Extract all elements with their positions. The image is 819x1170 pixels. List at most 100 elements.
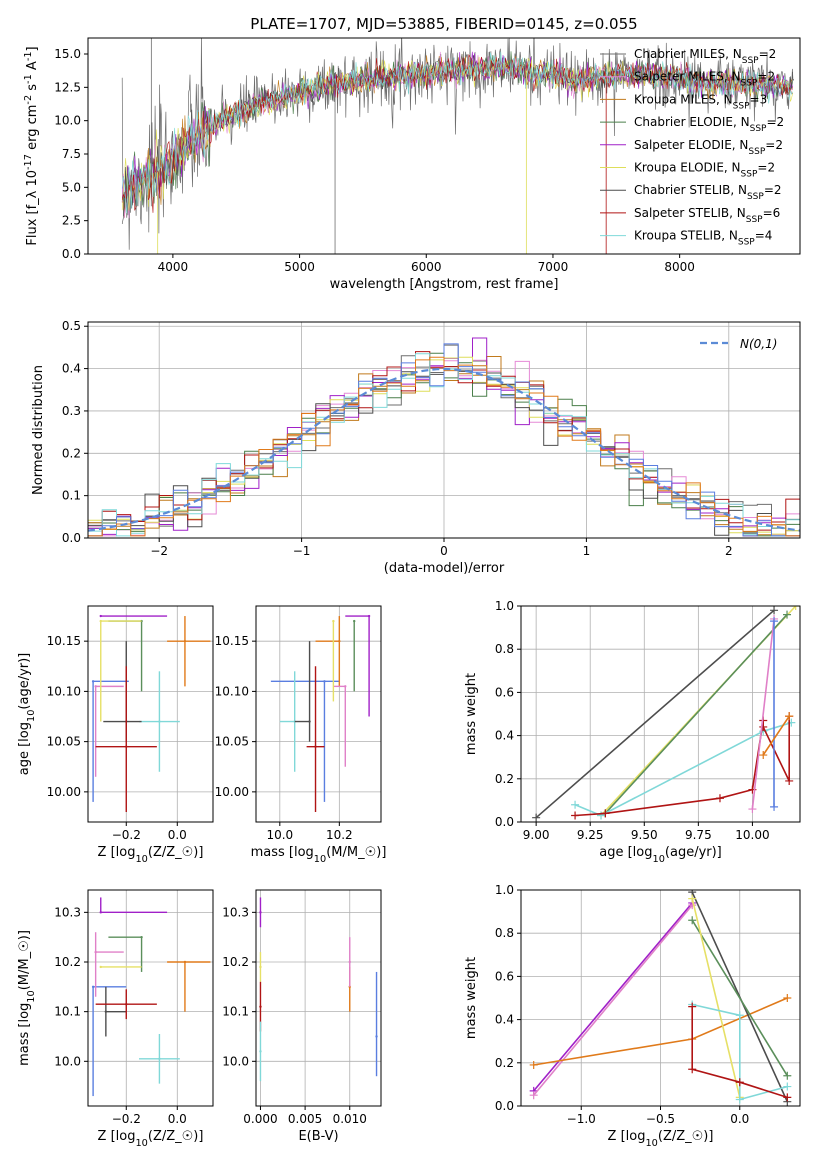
data-point — [353, 619, 356, 623]
weight-line — [751, 618, 775, 810]
weight-marker — [785, 776, 794, 785]
weight-line — [574, 721, 792, 817]
data-point — [183, 960, 187, 964]
data-point — [104, 1010, 108, 1013]
weight-marker — [529, 1091, 538, 1100]
data-point — [91, 985, 95, 989]
x-tick-label: 0.005 — [288, 1112, 322, 1126]
weight-marker — [783, 1071, 792, 1080]
y-tick-label: 10.00 — [215, 785, 249, 799]
x-axis-label: age [log10(age/yr)] — [599, 845, 722, 865]
data-point — [94, 685, 97, 688]
data-point — [183, 639, 187, 643]
data-point — [323, 680, 326, 683]
figure-title: PLATE=1707, MJD=53885, FIBERID=0145, z=0… — [250, 15, 637, 33]
weight-line — [533, 904, 693, 1096]
y-tick-label: 10.15 — [215, 634, 249, 648]
data-point — [332, 619, 335, 623]
spectrum-panel: PLATE=1707, MJD=53885, FIBERID=0145, z=0… — [23, 15, 801, 292]
x-tick-label: 6000 — [411, 260, 442, 274]
x-tick-label: 10.00 — [735, 828, 769, 842]
x-tick-label: 2 — [725, 544, 733, 558]
weight-marker — [770, 802, 779, 811]
y-tick-label: 2.5 — [62, 214, 81, 228]
plot-area — [91, 897, 211, 1097]
y-tick-label: 15.0 — [54, 47, 81, 61]
weight-vs-age-plot: 9.00 9.25 9.50 9.75 10.00 0.0 0.2 0.4 0.6 0.8 1.0 a… — [464, 599, 801, 865]
axes-frame — [255, 605, 382, 823]
weight-marker — [791, 606, 800, 610]
x-axis-label: Z [log10(Z/Z_☉)] — [98, 1129, 204, 1149]
x-tick-label: −1.0 — [567, 1112, 596, 1126]
legend: N(0,1) — [700, 337, 777, 351]
y-axis-label: mass weight — [464, 673, 479, 755]
y-tick-label: 10.0 — [54, 114, 81, 128]
x-tick-label: 9.50 — [631, 828, 658, 842]
weight-line — [691, 898, 741, 1098]
y-axis-label: mass weight — [464, 957, 479, 1039]
weight-marker — [783, 610, 792, 619]
data-point — [99, 911, 102, 914]
x-tick-label: 0.000 — [243, 1112, 277, 1126]
spectrum-plot: 4000 5000 6000 7000 8000 0.0 2.5 5.0 7.5 10.0 12.5… — [23, 37, 801, 292]
legend: Chabrier MILES, NSSP=2 Salpeter MILES, NS… — [600, 47, 784, 248]
weight-marker — [770, 617, 779, 626]
x-tick-label: 9.00 — [523, 828, 550, 842]
data-point — [140, 935, 143, 939]
axes-frame — [87, 37, 801, 255]
x-tick-label: −1 — [293, 544, 311, 558]
plot-area — [121, 38, 795, 254]
weight-line — [762, 715, 790, 756]
mass-vs-ebv-plot: 0.000 0.005 0.010 10.0 10.1 10.2 10.3 E(B-V) — [222, 889, 382, 1144]
y-tick-label: 0.2 — [62, 446, 81, 460]
y-tick-label: 0.2 — [495, 772, 514, 786]
y-tick-label: 10.3 — [54, 905, 81, 919]
legend-label: Chabrier STELIB, NSSP=2 — [634, 183, 782, 202]
y-tick-label: 0.5 — [62, 319, 81, 333]
data-point — [367, 614, 371, 618]
y-tick-label: 10.00 — [47, 785, 81, 799]
y-tick-label: 1.0 — [495, 599, 514, 613]
legend-label: N(0,1) — [740, 337, 777, 351]
y-tick-label: 10.3 — [222, 905, 249, 919]
weight-marker — [748, 805, 757, 814]
data-point — [259, 965, 262, 969]
weight-marker — [735, 1011, 744, 1020]
legend-label: Salpeter STELIB, NSSP=6 — [634, 206, 780, 225]
x-axis-label: mass [log10(M/M_☉)] — [251, 845, 387, 865]
x-tick-label: −0.5 — [646, 1112, 675, 1126]
y-axis-label: age [log10(age/yr)] — [17, 653, 37, 776]
weight-marker — [688, 1002, 697, 1011]
weight-marker — [783, 1093, 792, 1102]
age-vs-mass-plot: 10.0 10.2 10.00 10.05 10.10 10.15 mass [log10(… — [215, 605, 387, 865]
y-tick-label: 0.6 — [495, 685, 514, 699]
y-tick-label: 7.5 — [62, 147, 81, 161]
x-tick-label: 10.2 — [326, 828, 353, 842]
legend-label: Kroupa ELODIE, NSSP=2 — [634, 161, 775, 180]
axes-frame — [87, 321, 801, 539]
weight-marker — [735, 1095, 744, 1104]
x-tick-label: 9.25 — [577, 828, 604, 842]
plot-area — [91, 614, 211, 812]
residual-histogram — [88, 356, 800, 537]
weight-marker — [783, 994, 792, 1002]
x-tick-label: −2 — [150, 544, 168, 558]
x-axis-label: E(B-V) — [298, 1129, 338, 1144]
data-point — [158, 720, 161, 723]
plot-area — [88, 337, 800, 537]
legend-label: Kroupa MILES, NSSP=3 — [634, 92, 767, 111]
spectrum-line — [121, 51, 793, 214]
y-tick-label: 0.6 — [495, 969, 514, 983]
y-tick-label: 10.05 — [47, 735, 81, 749]
legend-label: Kroupa STELIB, NSSP=4 — [634, 229, 772, 248]
x-tick-label: 0.0 — [730, 1112, 749, 1126]
y-axis-label: Normed distribution — [31, 365, 46, 495]
weight-marker — [783, 1082, 792, 1091]
axes-frame — [87, 605, 214, 823]
data-point — [259, 911, 262, 914]
weight-vs-metallicity-plot: −1.0 −0.5 0.0 0.0 0.2 0.4 0.6 0.8 1.0 Z [log10(Z/… — [464, 883, 801, 1149]
weight-marker — [688, 894, 697, 903]
weight-marker — [532, 813, 541, 822]
x-tick-label: 0.0 — [168, 828, 187, 842]
